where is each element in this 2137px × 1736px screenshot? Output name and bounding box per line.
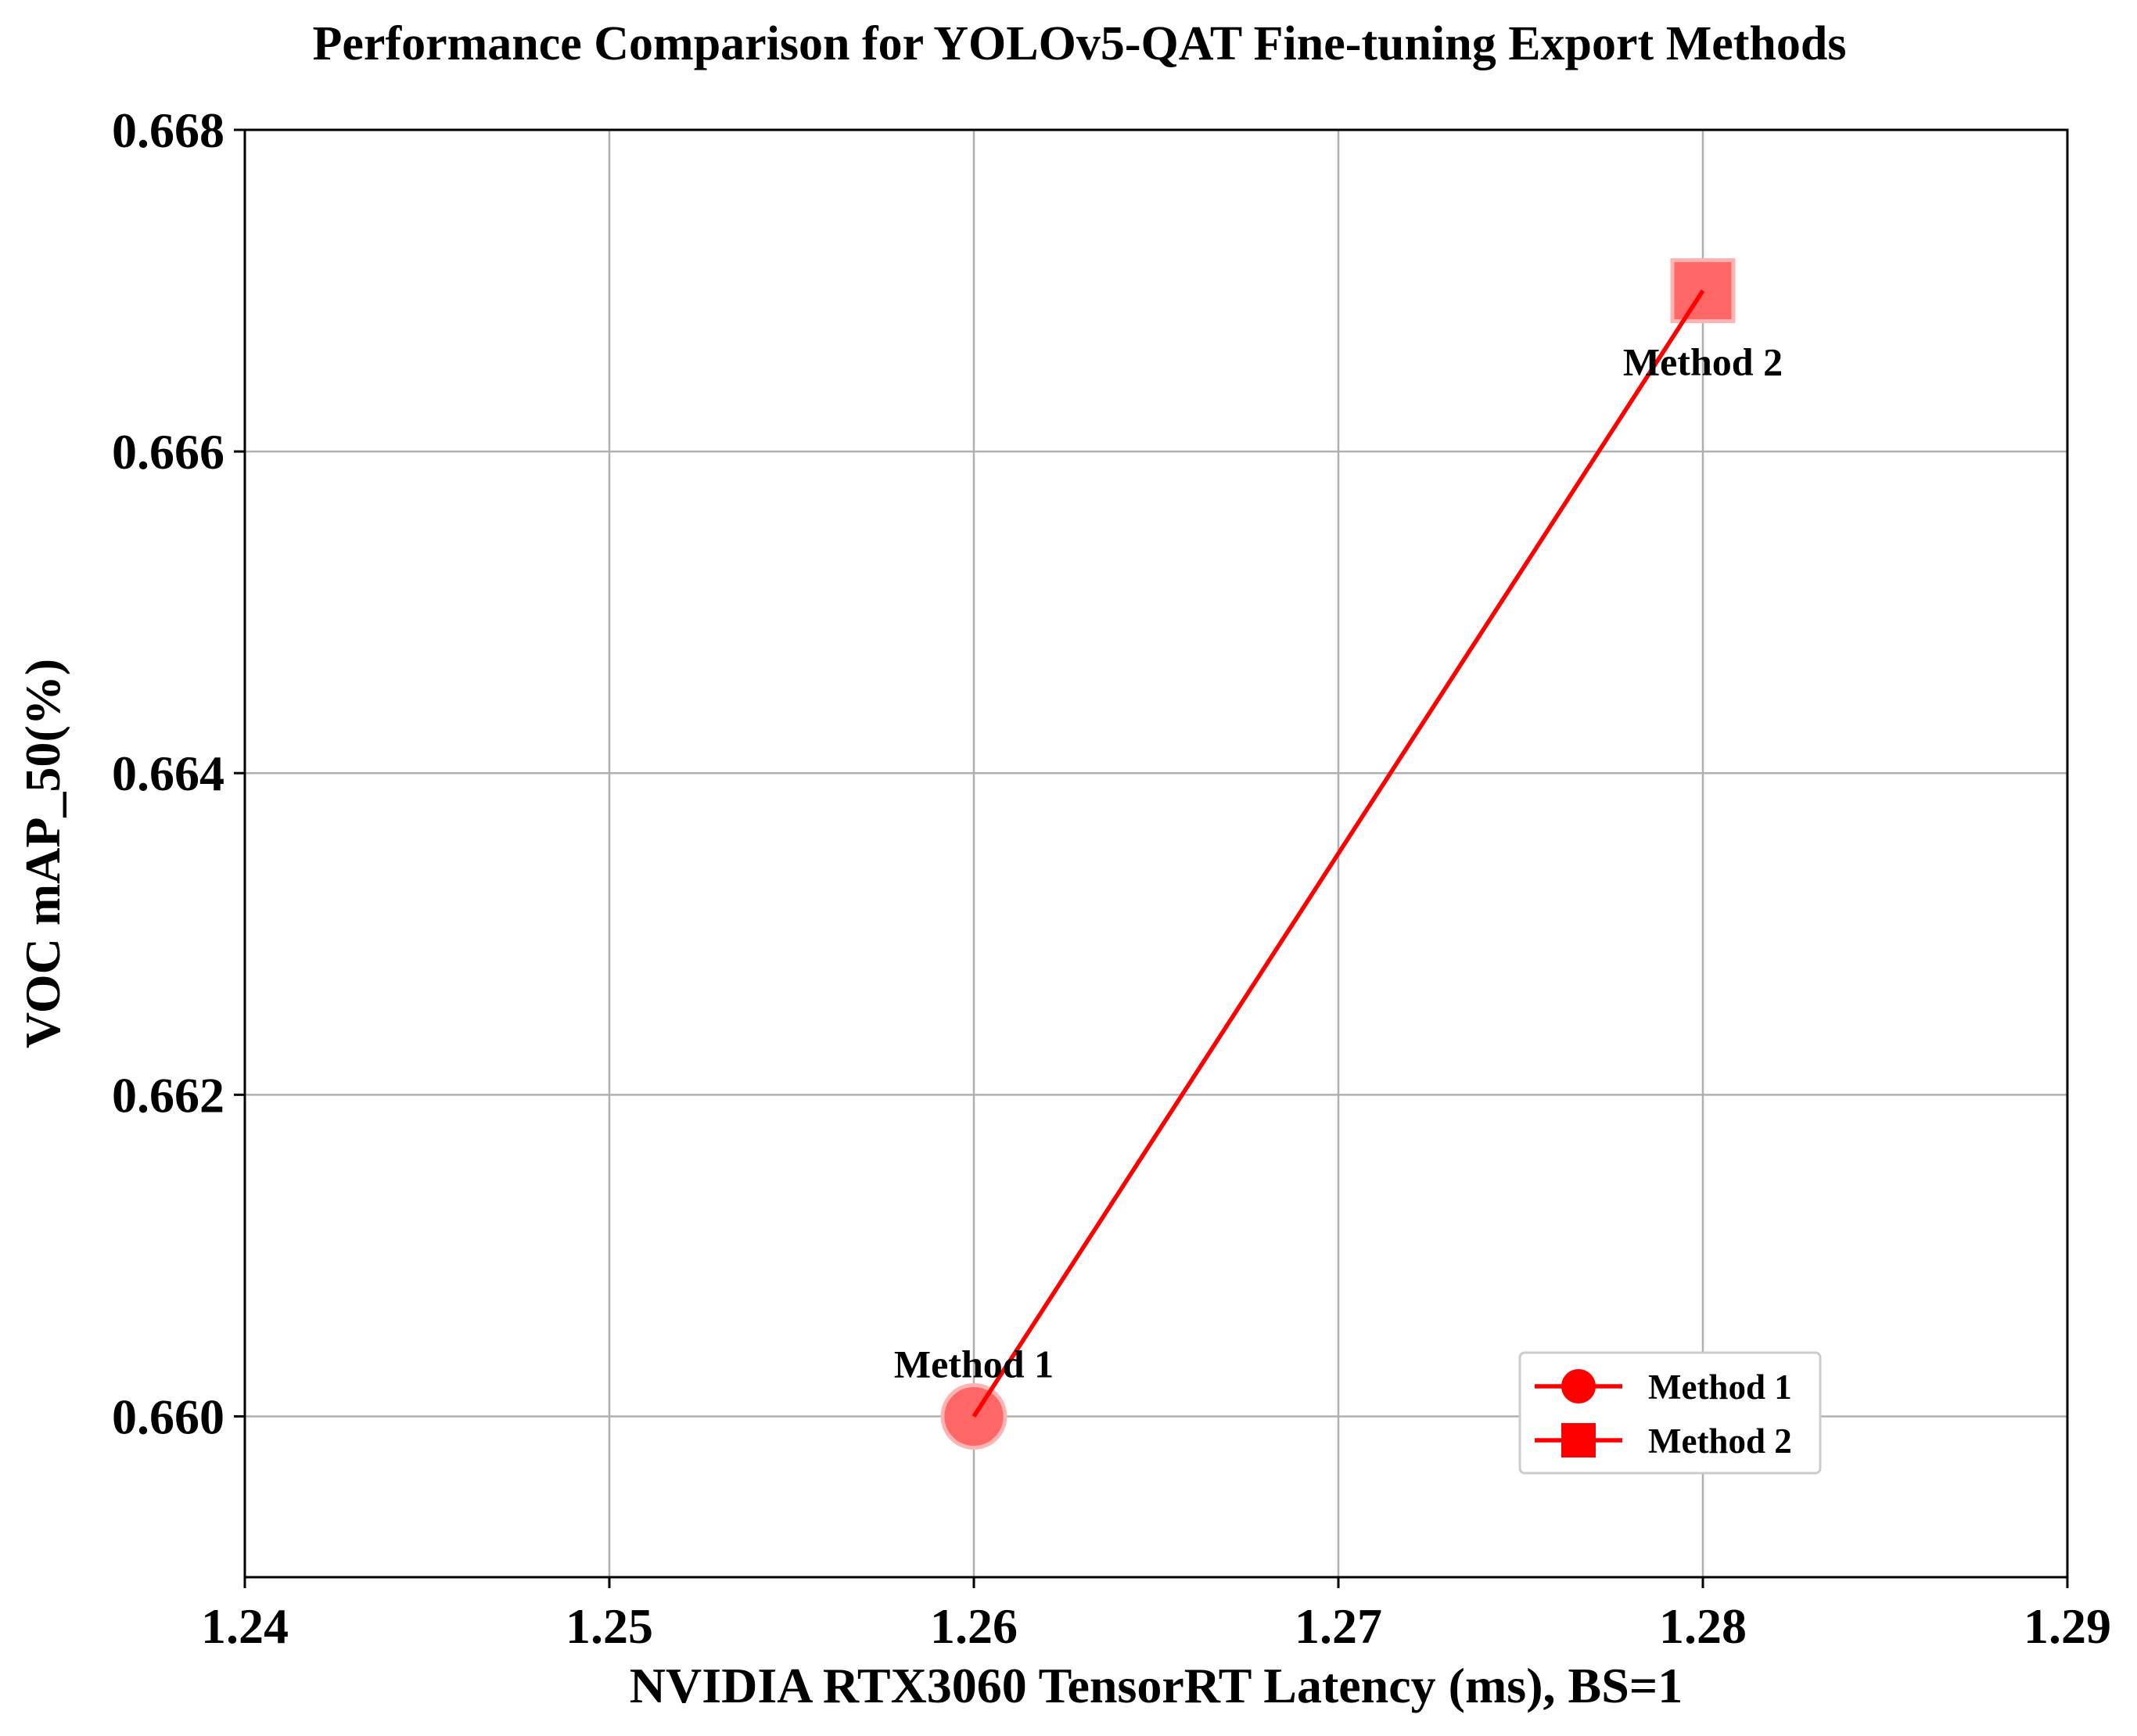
y-tick-label: 0.668 xyxy=(112,102,224,158)
legend-label: Method 2 xyxy=(1648,1422,1792,1461)
legend-item-method-2: Method 2 xyxy=(1535,1422,1792,1461)
axis-ticks: 1.24 1.25 1.26 1.27 1.28 1.29 0.660 0.662 0.664 0… xyxy=(112,102,2111,1654)
y-tick-label: 0.666 xyxy=(112,424,224,480)
annotation-method-2: Method 2 xyxy=(1623,340,1783,384)
connecting-line xyxy=(972,289,1705,1418)
legend-item-method-1: Method 1 xyxy=(1535,1368,1792,1407)
legend-marker-square xyxy=(1561,1423,1596,1457)
plot-area-frame xyxy=(243,128,2069,1579)
y-tick-label: 0.660 xyxy=(112,1389,224,1444)
x-tick-label: 1.24 xyxy=(201,1598,289,1654)
annotation-method-1: Method 1 xyxy=(894,1342,1054,1386)
chart-title: Performance Comparison for YOLOv5-QAT Fi… xyxy=(313,17,1847,70)
x-tick-label: 1.25 xyxy=(566,1598,653,1654)
y-tick-label: 0.664 xyxy=(112,746,224,801)
legend-marker-circle xyxy=(1561,1369,1596,1404)
legend: Method 1 Method 2 xyxy=(1518,1351,1822,1475)
x-tick-label: 1.26 xyxy=(930,1598,1018,1654)
x-axis-label: NVIDIA RTX3060 TensorRT Latency (ms), BS… xyxy=(630,1658,1683,1713)
x-tick-label: 1.27 xyxy=(1295,1598,1382,1654)
y-tick-label: 0.662 xyxy=(112,1067,224,1123)
series-layer: Method 1 Method 2 xyxy=(894,258,1783,1450)
y-axis-label: VOC mAP_50(%) xyxy=(15,659,70,1048)
x-tick-label: 1.28 xyxy=(1659,1598,1747,1654)
legend-label: Method 1 xyxy=(1648,1368,1792,1407)
x-tick-label: 1.29 xyxy=(2024,1598,2111,1654)
